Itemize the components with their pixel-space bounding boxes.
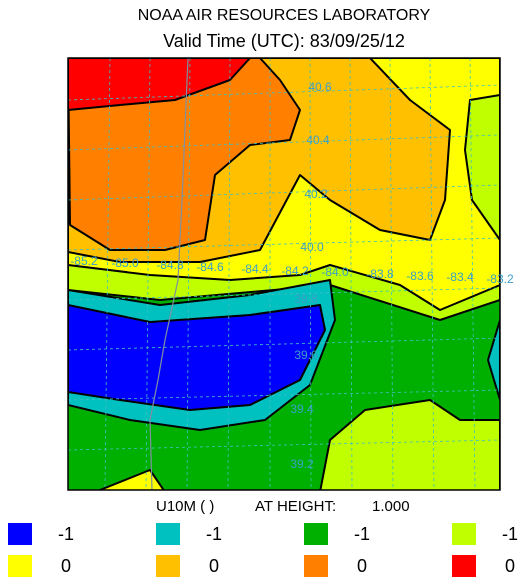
legend-swatch	[304, 555, 328, 577]
title: NOAA AIR RESOURCES LABORATORY	[138, 7, 431, 24]
graticule	[68, 58, 500, 490]
lat-label: 40.4	[306, 133, 330, 147]
lon-label: -84.4	[241, 262, 269, 276]
contour-map	[67, 57, 501, 491]
caption-height-label: AT HEIGHT:	[255, 498, 336, 515]
legend-label: 0	[209, 556, 219, 576]
legend-label: -1	[58, 524, 74, 544]
legend-swatch	[304, 523, 328, 545]
legend-label: 0	[357, 556, 367, 576]
legend-label: -1	[502, 524, 518, 544]
contour	[97, 469, 165, 490]
frame	[67, 57, 501, 491]
lat-label: 40.6	[308, 80, 332, 94]
lon-label: -85.2	[70, 254, 98, 268]
contour	[487, 319, 500, 401]
legend-swatch	[452, 523, 476, 545]
legend-swatch	[8, 523, 32, 545]
caption-variable: U10M ( )	[156, 498, 214, 515]
lon-label: -84.6	[196, 260, 224, 274]
contour	[464, 94, 500, 241]
legend-swatch	[156, 523, 180, 545]
lat-label: 39.2	[290, 457, 314, 471]
legend-swatch	[452, 555, 476, 577]
lat-label: 40.0	[300, 240, 324, 254]
lon-label: -84.2	[281, 264, 309, 278]
lon-label: -83.8	[366, 267, 394, 281]
legend-label: -1	[206, 524, 222, 544]
legend-label: 0	[505, 556, 515, 576]
contour	[68, 304, 326, 411]
subtitle: Valid Time (UTC): 83/09/25/12	[163, 31, 405, 51]
lon-label: -84.0	[321, 265, 349, 279]
lat-label: 39.4	[290, 402, 314, 416]
lon-label: -83.6	[406, 269, 434, 283]
lat-label: 39.6	[294, 348, 318, 362]
lat-label: 39.8	[294, 292, 318, 306]
lat-label: 40.2	[304, 187, 328, 201]
contour	[319, 399, 500, 490]
lon-label: -83.4	[446, 270, 474, 284]
legend-label: -1	[354, 524, 370, 544]
border	[149, 58, 189, 490]
contour	[68, 58, 251, 111]
legend-swatch	[8, 555, 32, 577]
lon-label: -84.8	[156, 258, 184, 272]
lon-label: -85.0	[111, 256, 139, 270]
legend-swatch	[156, 555, 180, 577]
lon-label: -83.2	[486, 272, 514, 286]
legend-label: 0	[61, 556, 71, 576]
caption-height: 1.000	[372, 498, 410, 515]
